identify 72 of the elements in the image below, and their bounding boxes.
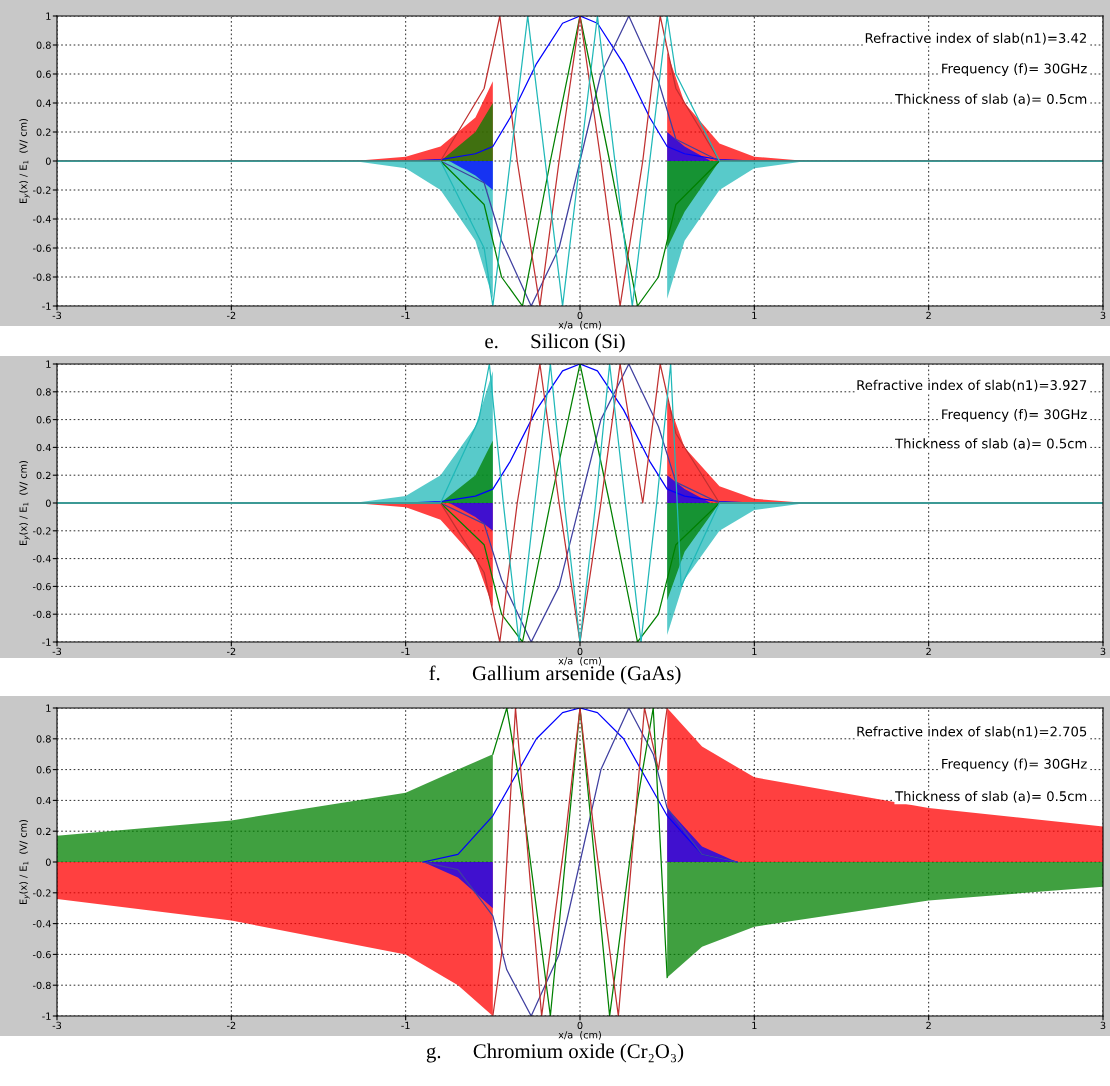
y-tick-label: -0.6: [32, 244, 51, 252]
annotation: Refractive index of slab(n1)=3.42: [865, 32, 1086, 45]
annotation: Thickness of slab (a)= 0.5cm: [895, 93, 1087, 106]
x-tick-label: -1: [401, 1021, 410, 1029]
x-tick-label: 0: [577, 1021, 583, 1030]
x-tick-label: -1: [401, 311, 410, 319]
y-tick-label: -0.2: [32, 527, 51, 535]
annotation: Frequency (f)= 30GHz: [942, 758, 1087, 772]
y-tick-label: -0.6: [32, 950, 51, 959]
annotation: Thickness of slab (a)= 0.5cm: [895, 438, 1087, 450]
y-tick-label: -0.2: [32, 186, 51, 194]
x-tick-label: -3: [52, 647, 62, 656]
y-axis-title: E$_{y}$(x) / E$_{1}$ (V/ cm): [19, 820, 30, 904]
y-tick-label: 0.6: [36, 416, 51, 424]
x-axis-title: x/a (cm): [558, 1030, 601, 1040]
y-tick-label: -1: [42, 1012, 51, 1020]
annotation: Refractive index of slab(n1)=3.927: [857, 379, 1087, 392]
x-tick-label: -1: [401, 647, 410, 655]
x-tick-label: -2: [226, 1021, 236, 1029]
x-tick-label: 1: [752, 647, 757, 655]
y-tick-label: 0.2: [36, 471, 51, 480]
text: g. Chromium oxide (Cr₂O₃): [426, 1043, 684, 1063]
x-tick-label: -2: [226, 311, 236, 319]
y-tick-label: -0.8: [32, 273, 51, 281]
y-tick-label: 0.4: [36, 443, 51, 452]
y-tick-label: 0.6: [36, 70, 51, 78]
y-axis-title: E$_{y}$(x) / E$_{1}$ (V/ cm): [19, 119, 30, 203]
y-tick-label: 0.8: [36, 388, 51, 396]
y-tick-label: -0.2: [32, 889, 51, 897]
annotation: Frequency (f)= 30GHz: [942, 63, 1087, 77]
text: e. Silicon (Si): [485, 333, 625, 353]
x-tick-label: -3: [52, 1021, 62, 1030]
y-tick-label: -0.8: [32, 610, 51, 619]
y-tick-label: -0.4: [32, 555, 51, 563]
x-tick-label: 0: [577, 311, 583, 320]
y-tick-label: 0: [45, 499, 51, 507]
y-tick-label: -0.6: [32, 582, 51, 591]
x-tick-label: 1: [752, 311, 757, 319]
y-tick-label: 0.8: [36, 41, 51, 49]
y-tick-label: -1: [42, 302, 51, 310]
y-tick-label: -1: [42, 638, 51, 646]
y-tick-label: 0: [45, 157, 51, 165]
x-tick-label: -3: [52, 311, 62, 320]
y-tick-label: 1: [46, 12, 51, 20]
x-tick-label: 3: [1100, 1021, 1106, 1030]
y-tick-label: 0.8: [36, 735, 51, 743]
annotation: Thickness of slab (a)= 0.5cm: [895, 790, 1087, 803]
x-tick-label: -2: [226, 647, 236, 655]
y-tick-label: 0.2: [36, 827, 51, 836]
x-tick-label: 2: [926, 311, 931, 319]
annotation: Refractive index of slab(n1)=2.705: [857, 726, 1087, 739]
y-tick-label: 0.6: [36, 766, 51, 774]
x-tick-label: 0: [577, 647, 583, 656]
y-tick-label: 1: [46, 360, 51, 368]
x-axis-title: x/a (cm): [558, 320, 601, 330]
y-tick-label: -0.4: [32, 215, 51, 223]
x-axis-title: x/a (cm): [558, 656, 601, 666]
text: f. Gallium arsenide (GaAs): [429, 665, 681, 685]
y-tick-label: 0.4: [36, 99, 51, 107]
x-tick-label: 3: [1100, 647, 1106, 656]
y-tick-label: 0.2: [36, 128, 51, 136]
y-tick-label: 0: [45, 858, 51, 866]
x-tick-label: 1: [752, 1021, 757, 1029]
x-tick-label: 3: [1100, 311, 1106, 320]
y-axis-title: E$_{y}$(x) / E$_{1}$ (V/ cm): [19, 461, 30, 545]
y-tick-label: -0.8: [32, 981, 51, 990]
y-tick-label: 1: [46, 704, 51, 712]
x-tick-label: 2: [926, 647, 931, 655]
y-tick-label: 0.4: [36, 796, 51, 805]
x-tick-label: 2: [926, 1021, 931, 1029]
annotation: Frequency (f)= 30GHz: [942, 409, 1087, 422]
y-tick-label: -0.4: [32, 920, 51, 928]
